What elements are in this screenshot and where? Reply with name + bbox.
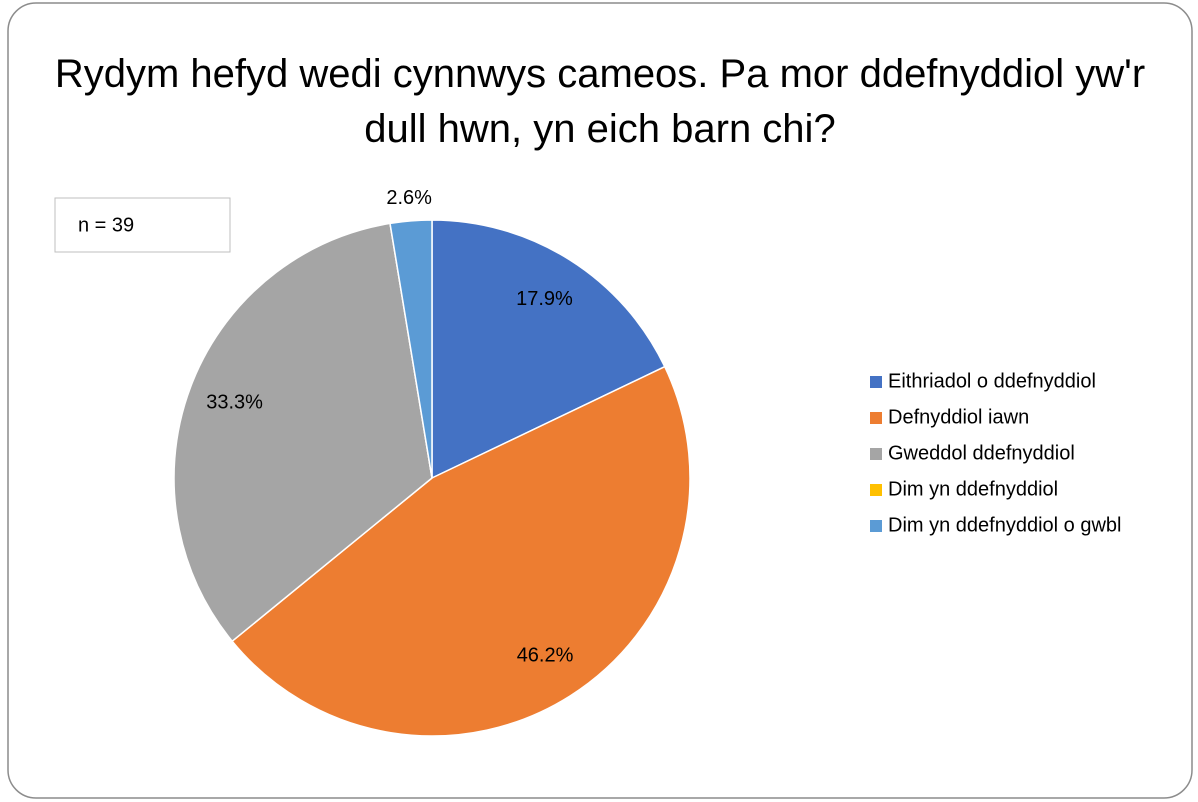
legend-swatch xyxy=(870,520,882,532)
legend-label: Dim yn ddefnyddiol xyxy=(888,478,1058,500)
data-label: 33.3% xyxy=(206,392,263,414)
legend-swatch xyxy=(870,376,882,388)
data-label: 2.6% xyxy=(386,187,432,209)
pie-slice xyxy=(231,365,691,737)
pie-slice xyxy=(389,219,433,479)
pie-slice xyxy=(173,222,433,643)
annotation-box xyxy=(54,197,231,253)
pie-slice xyxy=(431,219,666,480)
data-label: 46.2% xyxy=(517,644,574,666)
legend-swatch xyxy=(870,448,882,460)
chart-title: Rydym hefyd wedi cynnwys cameos. Pa mor … xyxy=(55,52,1145,151)
legend-label: Eithriadol o ddefnyddiol xyxy=(888,370,1096,392)
annotation: n = 39 xyxy=(78,214,134,236)
legend-swatch xyxy=(870,484,882,496)
legend-label: Defnyddiol iawn xyxy=(888,406,1029,428)
legend-swatch xyxy=(870,412,882,424)
legend-label: Gweddol ddefnyddiol xyxy=(888,442,1075,464)
legend-label: Dim yn ddefnyddiol o gwbl xyxy=(888,514,1121,536)
data-label: 17.9% xyxy=(516,288,573,310)
